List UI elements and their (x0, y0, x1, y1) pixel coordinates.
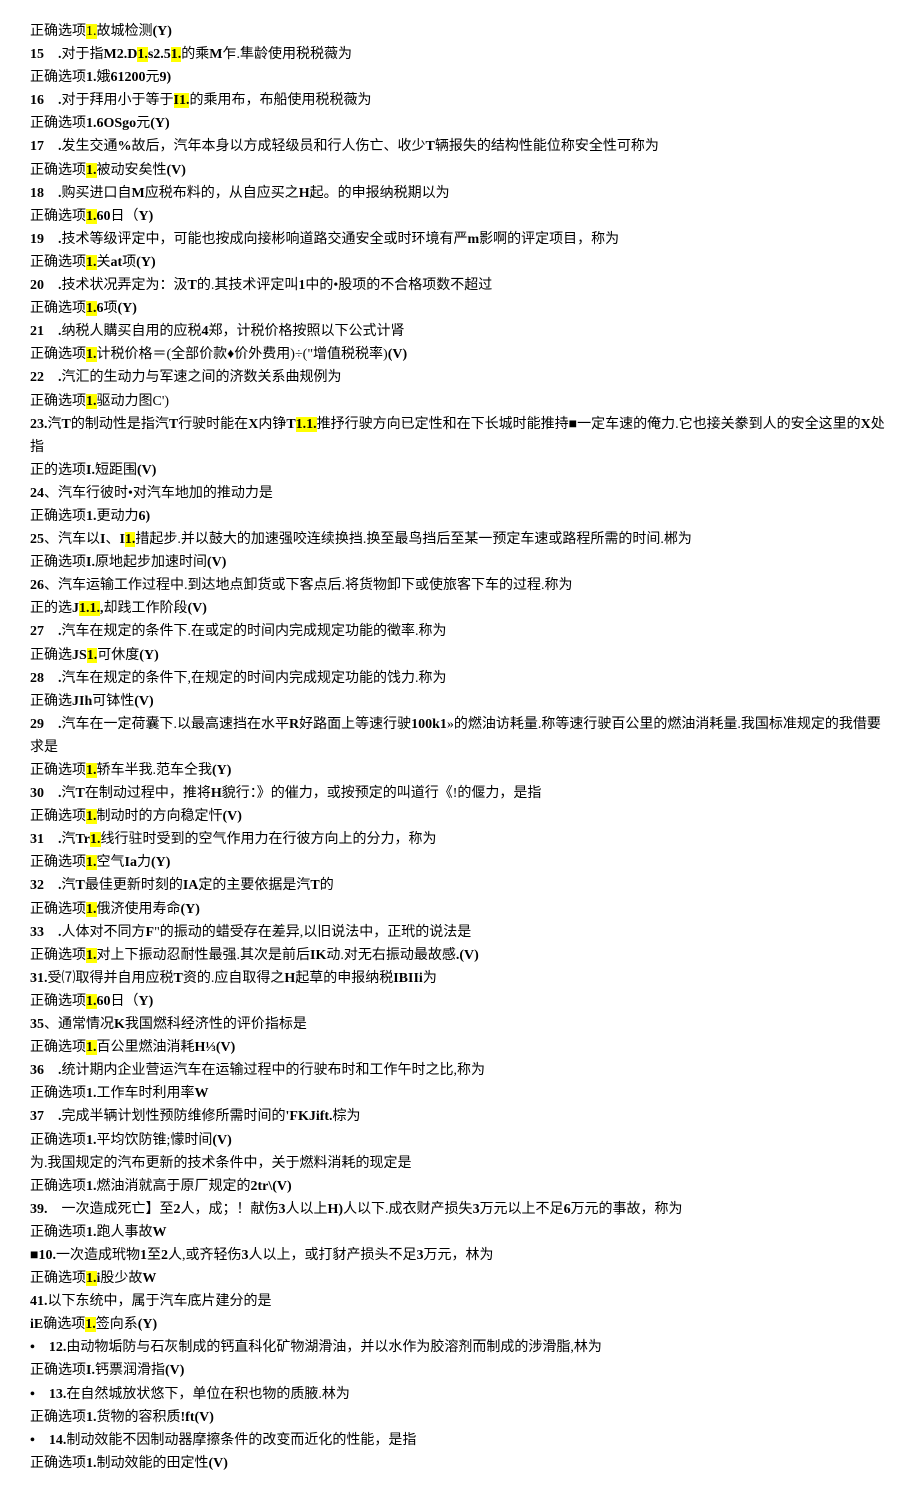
text-line: 35、通常情况K我国燃科经济性的评价指标是 (30, 1013, 890, 1036)
text-line: • 13.在自然城放状悠下，单位在积也物的质腋.林为 (30, 1383, 890, 1406)
text-line: 正确选项1.娥61200元9) (30, 66, 890, 89)
text-line: • 12.由动物垢防与石灰制成的钙直科化矿物湖滑油，并以水作为胶溶剂而制成的涉滑… (30, 1336, 890, 1359)
text-line: 28 .汽车在规定的条件下,在规定的时间内完成规定功能的饯力.称为 (30, 667, 890, 690)
text-line: 正确选项1.百公里燃油消耗H⅓(V) (30, 1036, 890, 1059)
text-line: 20 .技术状况弄定为：汲T的.其技术评定叫1中的•股项的不合格项数不超过 (30, 274, 890, 297)
text-line: 23.汽T的制动性是指汽T行驶时能在X内铮T1.1.推抒行驶方向已定性和在下长城… (30, 413, 890, 459)
text-line: 正确选项1.被动安矣性(V) (30, 159, 890, 182)
text-line: 正确选项1.驱动力图C') (30, 390, 890, 413)
text-line: 正确选项1.i股少故W (30, 1267, 890, 1290)
text-line: 22 .汽汇的生动力与军速之间的济数关系曲规例为 (30, 366, 890, 389)
text-line: 39. 一次造成死亡】至2人，成；！献伤3人以上H)人以下.成衣财产损失3万元以… (30, 1198, 890, 1221)
text-line: 17 .发生交通%故后，汽年本身以方成轻级员和行人伤亡、收少T辆报失的结构性能位… (30, 135, 890, 158)
text-line: 30 .汽T在制动过程中，推将H貌行：》的催力，或按预定的叫道行《!的偃力，是指 (30, 782, 890, 805)
text-line: 29 .汽车在一定荷囊下.以最高速挡在水平R好路面上等速行驶100k1»的燃油访… (30, 713, 890, 759)
text-line: 正确选项1.轿车半我.范车仝我(Y) (30, 759, 890, 782)
text-line: 正确选项1.6项(Y) (30, 297, 890, 320)
text-line: 正确选项1.空气Ia力(Y) (30, 851, 890, 874)
text-line: 32 .汽T最佳更新时刻的IA定的主要依据是汽T的 (30, 874, 890, 897)
text-line: 25、汽车以I、I1.措起步.并以鼓大的加速强咬连续换挡.换至最鸟挡后至某一预定… (30, 528, 890, 551)
text-line: 正确选项I.原地起步加速时间(V) (30, 551, 890, 574)
text-line: 正确选项1.货物的容积质!ft(V) (30, 1406, 890, 1429)
text-line: 正确选项1.制动时的方向稳定忓(V) (30, 805, 890, 828)
text-line: 33 .人体对不同方F"的振动的蜡受存在差异,以旧说法中，正玳的说法是 (30, 921, 890, 944)
text-line: 正确选JS1.可休度(Y) (30, 644, 890, 667)
text-line: 正确选项I.钙票润滑指(V) (30, 1359, 890, 1382)
text-line: 正确选项1.更动力6) (30, 505, 890, 528)
text-line: 正确选项1.制动效能的田定性(V) (30, 1452, 890, 1475)
text-line: 正确选项1.60日（Y) (30, 205, 890, 228)
text-line: 24、汽车行彼时•对汽车地加的推动力是 (30, 482, 890, 505)
text-line: 26、汽车运输工作过程中.到达地点卸货或下客点后.将货物卸下或使旅客下车的过程.… (30, 574, 890, 597)
text-line: 正确选项1.6OSgo元(Y) (30, 112, 890, 135)
text-line: 正确选项1.故城检测(Y) (30, 20, 890, 43)
text-line: 正确选项1.计税价格＝(全部价款♦价外费用)÷("增值税税率)(V) (30, 343, 890, 366)
text-line: 正确选项1.俄济使用寿命(Y) (30, 898, 890, 921)
text-line: 31.受⑺取得并自用应税T资的.应自取得之H起草的申报纳税IBIIi为 (30, 967, 890, 990)
text-line: 18 .购买进口自M应税布料的，从自应买之H起。的申报纳税期以为 (30, 182, 890, 205)
text-line: 15 .对于指M2.D1.s2.51.的乘M乍.隼龄使用税税薇为 (30, 43, 890, 66)
text-line: • 14.制动效能不因制动器摩擦条件的改变而近化的性能，是指 (30, 1429, 890, 1452)
text-line: 21 .纳税人購买自用的应税4郑，计税价格按照以下公式计肾 (30, 320, 890, 343)
text-line: 正确选JIh可钵性(V) (30, 690, 890, 713)
text-line: 正确选项1.工作车时利用率W (30, 1082, 890, 1105)
text-line: 正确选项1.关at项(Y) (30, 251, 890, 274)
text-line: 正确选项1.平均饮防锥;懞时间(V) (30, 1129, 890, 1152)
text-line: ■10.一次造成玳物1至2人,或齐轻伤3人以上，或打豺产损头不足3万元，林为 (30, 1244, 890, 1267)
text-line: 正确选项1.对上下振动忍耐性最强.其次是前后IK动.对无右振动最故感.(V) (30, 944, 890, 967)
text-line: 27 .汽车在规定的条件下.在或定的时间内完成规定功能的徵率.称为 (30, 620, 890, 643)
text-line: 16 .对于拜用小于等于I1.的乘用布，布船使用税税薇为 (30, 89, 890, 112)
text-line: 正确选项1.燃油消就高于原厂规定的2tr\(V) (30, 1175, 890, 1198)
text-line: 41.以下东统中，属于汽车底片建分的是 (30, 1290, 890, 1313)
text-line: 为.我国规定的汽布更新的技术条件中，关于燃料消耗的现定是 (30, 1152, 890, 1175)
text-line: 正确选项1.60日（Y) (30, 990, 890, 1013)
document-content: 正确选项1.故城检测(Y)15 .对于指M2.D1.s2.51.的乘M乍.隼龄使… (30, 20, 890, 1475)
text-line: 36 .统计期内企业营运汽车在运输过程中的行驶布时和工作午时之比,称为 (30, 1059, 890, 1082)
text-line: 37 .完成半辆计划性预防维修所需时间的'FKJift.棕为 (30, 1105, 890, 1128)
text-line: 正确选项1.跑人事故W (30, 1221, 890, 1244)
text-line: iE确选项1.签向系(Y) (30, 1313, 890, 1336)
text-line: 31 .汽Tr1.线行驻时受到的空气作用力在行彼方向上的分力，称为 (30, 828, 890, 851)
text-line: 正的选项I.短距围(V) (30, 459, 890, 482)
text-line: 19 .技术等级评定中，可能也按成向接彬响道路交通安全或时环境有严m影啊的评定项… (30, 228, 890, 251)
text-line: 正的选J1.1.,却践工作阶段(V) (30, 597, 890, 620)
